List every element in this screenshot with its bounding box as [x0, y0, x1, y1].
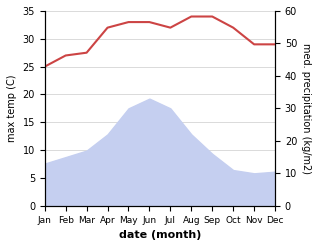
- Y-axis label: med. precipitation (kg/m2): med. precipitation (kg/m2): [301, 43, 311, 174]
- Y-axis label: max temp (C): max temp (C): [7, 75, 17, 142]
- X-axis label: date (month): date (month): [119, 230, 201, 240]
